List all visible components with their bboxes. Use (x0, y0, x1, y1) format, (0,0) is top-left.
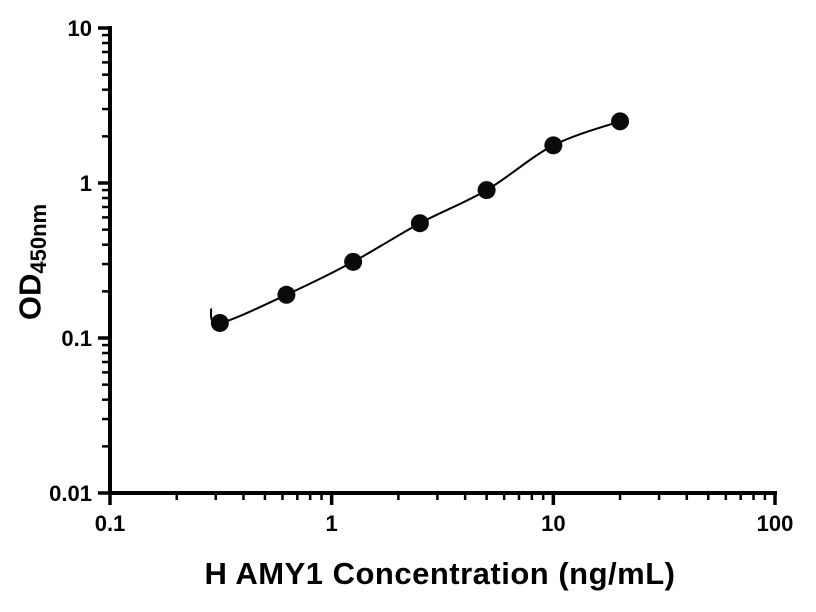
data-point (344, 252, 363, 271)
data-point (410, 214, 429, 233)
x-tick-label: 10 (541, 511, 565, 536)
x-axis-title: H AMY1 Concentration (ng/mL) (204, 556, 676, 591)
data-point (611, 112, 630, 131)
data-point (477, 181, 496, 200)
y-tick-label: 10 (68, 16, 92, 41)
x-tick-label: 1 (326, 511, 338, 536)
x-tick-label: 0.1 (95, 511, 126, 536)
y-tick-label: 1 (80, 171, 92, 196)
y-axis-title: OD450nm (12, 204, 52, 320)
x-tick-label: 100 (757, 511, 794, 536)
y-tick-label: 0.1 (61, 326, 92, 351)
y-axis-title-subscript: 450nm (25, 203, 51, 274)
data-point (544, 136, 563, 155)
data-point (210, 313, 229, 332)
y-axis-title-main: OD (12, 273, 48, 321)
y-tick-label: 0.01 (49, 481, 92, 506)
data-point (277, 285, 296, 304)
